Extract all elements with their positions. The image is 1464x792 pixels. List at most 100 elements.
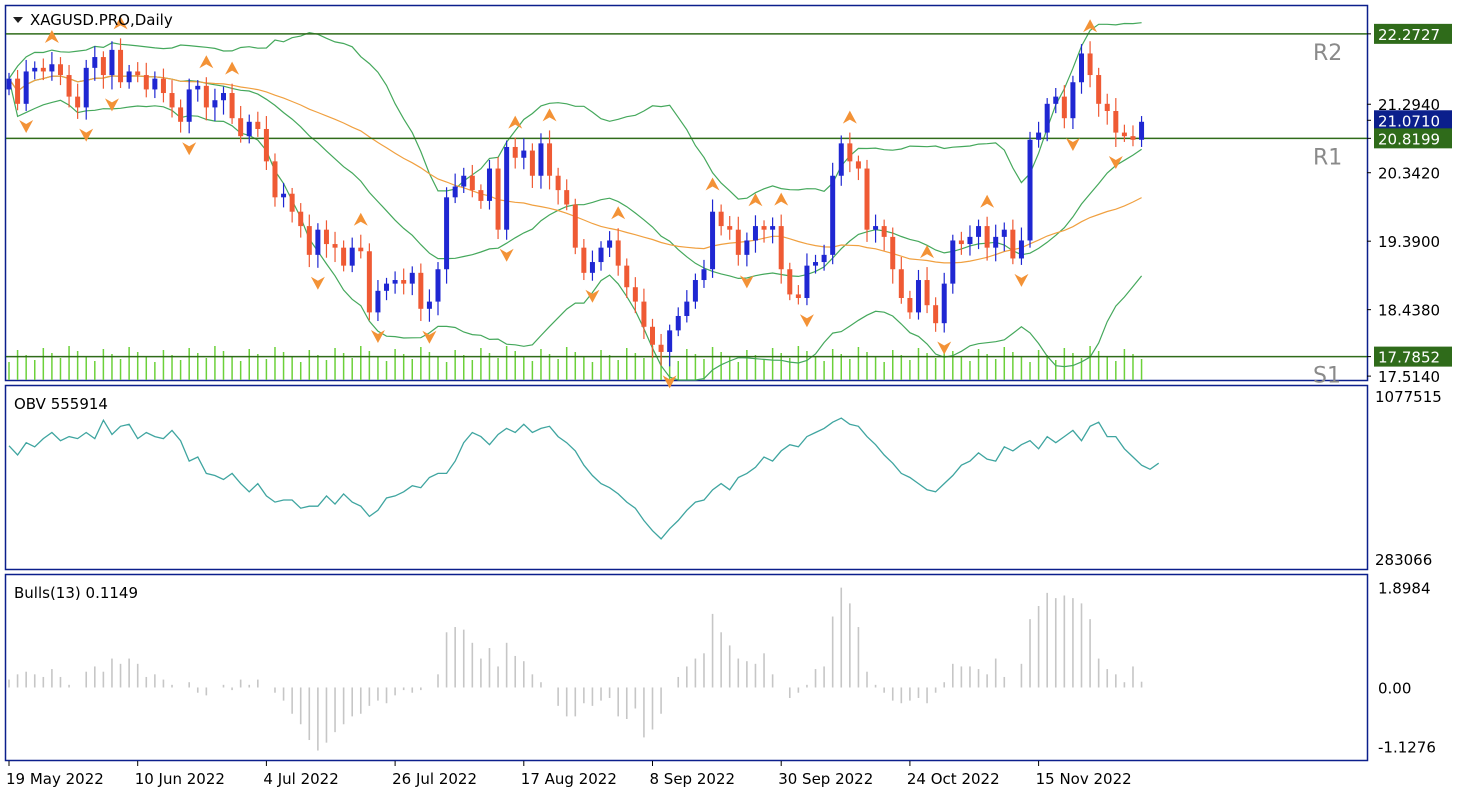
candle-body bbox=[126, 71, 132, 83]
candle-body bbox=[66, 75, 72, 97]
candle-body bbox=[967, 236, 973, 245]
candle-body bbox=[718, 211, 724, 227]
candle-body bbox=[598, 247, 604, 263]
price-tag bbox=[1374, 23, 1452, 44]
candle-body bbox=[529, 150, 535, 176]
fractal-down-arrow bbox=[585, 289, 600, 303]
bulls-tick-label: -1.1276 bbox=[1378, 739, 1436, 757]
candle-body bbox=[547, 143, 553, 176]
fractal-down-arrow bbox=[937, 341, 952, 355]
fractal-down-arrow bbox=[79, 128, 94, 142]
fractal-up-arrow bbox=[225, 61, 240, 75]
candle-body bbox=[401, 280, 407, 284]
candle-body bbox=[418, 272, 424, 309]
fractal-up-arrow bbox=[748, 193, 763, 207]
candle-body bbox=[855, 161, 861, 169]
candle-body bbox=[1104, 103, 1110, 112]
candle-body bbox=[924, 280, 930, 306]
price-tag bbox=[1374, 110, 1452, 131]
candle-body bbox=[263, 128, 269, 162]
candle-body bbox=[504, 146, 510, 230]
candle-body bbox=[1121, 132, 1127, 137]
candle-body bbox=[898, 269, 904, 299]
fractal-down-arrow bbox=[104, 98, 119, 112]
candle-body bbox=[1010, 229, 1016, 259]
candle-body bbox=[1061, 96, 1067, 119]
candle-body bbox=[195, 85, 201, 90]
candle-body bbox=[461, 175, 467, 187]
fractal-up-arrow bbox=[542, 108, 557, 122]
candle-body bbox=[907, 298, 913, 313]
candle-body bbox=[186, 89, 192, 122]
candle-body bbox=[75, 96, 81, 108]
fractals bbox=[19, 16, 1123, 389]
sr-levels: R2 R1 S1 bbox=[6, 33, 1367, 389]
candles bbox=[6, 38, 1145, 367]
candle-body bbox=[306, 226, 312, 255]
price-tag-label: 21.0710 bbox=[1378, 112, 1440, 130]
fractal-down-arrow bbox=[499, 248, 514, 262]
candle-body bbox=[847, 143, 853, 162]
candle-body bbox=[1130, 136, 1136, 140]
candle-body bbox=[15, 78, 21, 104]
x-tick-label: 26 Jul 2022 bbox=[392, 770, 477, 788]
candle-body bbox=[993, 236, 999, 248]
candle-body bbox=[658, 344, 664, 352]
candle-body bbox=[358, 247, 364, 252]
candle-body bbox=[341, 247, 347, 266]
level-name-r2: R2 bbox=[1313, 41, 1342, 66]
fractal-up-arrow bbox=[705, 177, 720, 191]
fractal-down-arrow bbox=[19, 120, 34, 134]
candle-body bbox=[915, 280, 921, 313]
fractal-up-arrow bbox=[1083, 19, 1098, 33]
candle-body bbox=[821, 254, 827, 263]
y-tick-label: 20.3420 bbox=[1378, 165, 1440, 183]
candle-body bbox=[624, 265, 630, 288]
candle-body bbox=[864, 168, 870, 230]
candle-body bbox=[744, 240, 750, 255]
bulls-tick-label: 1.8984 bbox=[1378, 580, 1431, 598]
candle-body bbox=[830, 175, 836, 255]
candle-body bbox=[564, 190, 570, 205]
x-tick-label: 24 Oct 2022 bbox=[907, 770, 1000, 788]
candle-body bbox=[298, 211, 304, 227]
candle-body bbox=[469, 175, 475, 191]
candle-body bbox=[795, 294, 801, 299]
candle-body bbox=[667, 330, 673, 352]
obv-polyline bbox=[8, 417, 1160, 540]
candle-body bbox=[941, 283, 947, 324]
candle-body bbox=[486, 168, 492, 201]
candle-body bbox=[135, 71, 141, 76]
price-tag-label: 22.2727 bbox=[1378, 26, 1440, 44]
fractal-up-arrow bbox=[920, 245, 935, 259]
candle-body bbox=[1079, 53, 1084, 83]
candle-body bbox=[92, 57, 98, 68]
candle-body bbox=[1044, 103, 1050, 133]
candle-body bbox=[538, 143, 544, 176]
bulls-title: Bulls(13) 0.1149 bbox=[14, 584, 138, 602]
candle-body bbox=[881, 226, 887, 237]
candle-body bbox=[238, 118, 244, 137]
fractal-down-arrow bbox=[310, 276, 325, 290]
candle-body bbox=[813, 262, 819, 266]
candle-body bbox=[787, 269, 793, 295]
candle-body bbox=[976, 226, 982, 237]
fractal-down-arrow bbox=[799, 314, 814, 328]
candle-body bbox=[804, 265, 810, 299]
obv-panel-frame bbox=[4, 384, 1369, 571]
candle-body bbox=[727, 226, 733, 230]
bulls-tick-label: 0.00 bbox=[1378, 679, 1411, 697]
candle-body bbox=[83, 67, 89, 108]
candle-body bbox=[57, 64, 63, 76]
candle-body bbox=[1053, 96, 1059, 104]
candle-body bbox=[255, 121, 261, 129]
dropdown-triangle-icon[interactable] bbox=[13, 17, 23, 23]
candle-body bbox=[23, 71, 29, 104]
candle-body bbox=[246, 121, 252, 137]
candle-body bbox=[890, 236, 896, 270]
y-tick-label: 21.2940 bbox=[1378, 96, 1440, 114]
candle-body bbox=[178, 107, 184, 122]
candle-body bbox=[650, 326, 655, 345]
candle-body bbox=[589, 262, 595, 273]
